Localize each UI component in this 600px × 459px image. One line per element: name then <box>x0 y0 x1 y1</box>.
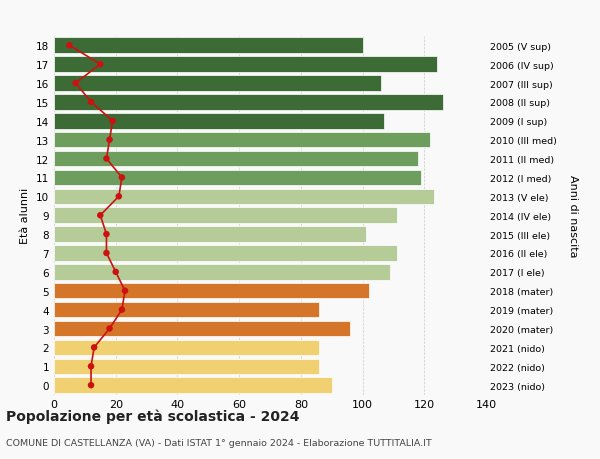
Bar <box>54 189 434 205</box>
Bar <box>54 39 362 54</box>
Bar <box>54 114 384 129</box>
Text: COMUNE DI CASTELLANZA (VA) - Dati ISTAT 1° gennaio 2024 - Elaborazione TUTTITALI: COMUNE DI CASTELLANZA (VA) - Dati ISTAT … <box>6 438 432 447</box>
Point <box>86 381 96 389</box>
Point <box>71 80 80 88</box>
Bar <box>54 246 397 261</box>
Bar <box>54 151 418 167</box>
Y-axis label: Anni di nascita: Anni di nascita <box>568 174 578 257</box>
Y-axis label: Età alunni: Età alunni <box>20 188 31 244</box>
Point <box>86 363 96 370</box>
Point <box>120 287 130 295</box>
Bar <box>54 95 443 111</box>
Point <box>101 156 111 163</box>
Point <box>111 269 121 276</box>
Bar <box>54 340 319 355</box>
Point <box>117 174 127 182</box>
Bar <box>54 208 397 224</box>
Point <box>89 344 99 351</box>
Bar <box>54 359 319 374</box>
Bar <box>54 378 332 393</box>
Point <box>95 62 105 69</box>
Bar <box>54 133 430 148</box>
Point <box>65 43 74 50</box>
Point <box>105 137 115 144</box>
Text: Popolazione per età scolastica - 2024: Popolazione per età scolastica - 2024 <box>6 409 299 423</box>
Bar <box>54 227 365 242</box>
Point <box>108 118 118 125</box>
Point <box>105 325 115 332</box>
Bar <box>54 76 381 91</box>
Point <box>117 306 127 313</box>
Bar <box>54 283 369 299</box>
Bar <box>54 170 421 186</box>
Point <box>95 212 105 219</box>
Bar <box>54 264 391 280</box>
Point <box>114 193 124 201</box>
Bar <box>54 302 319 318</box>
Point <box>101 250 111 257</box>
Point <box>86 99 96 106</box>
Bar <box>54 321 350 336</box>
Bar <box>54 57 437 73</box>
Point <box>101 231 111 238</box>
